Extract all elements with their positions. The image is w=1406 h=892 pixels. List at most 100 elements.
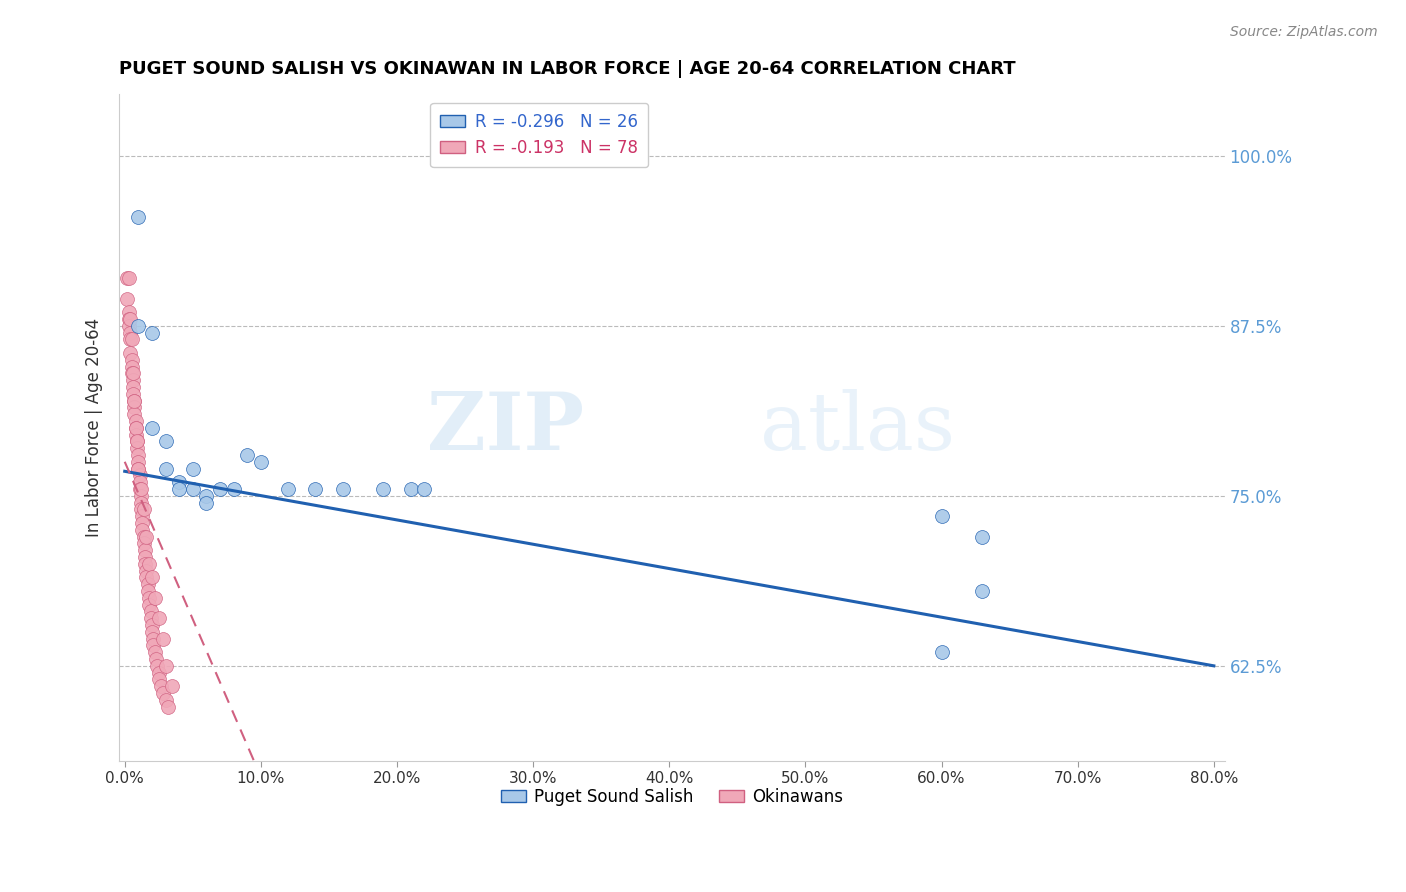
Point xyxy=(413,482,436,496)
Point xyxy=(148,673,170,687)
Point xyxy=(125,434,148,449)
Point xyxy=(195,495,218,509)
Point xyxy=(121,332,143,346)
Point xyxy=(157,699,180,714)
Point xyxy=(150,679,173,693)
Point xyxy=(121,367,143,381)
Point xyxy=(399,482,422,496)
Point xyxy=(135,530,157,544)
Point xyxy=(141,624,163,639)
Point xyxy=(118,318,141,333)
Text: atlas: atlas xyxy=(761,389,956,467)
Point xyxy=(122,393,145,408)
Point xyxy=(134,543,156,558)
Point xyxy=(141,421,163,435)
Point xyxy=(128,482,150,496)
Point xyxy=(972,530,994,544)
Point xyxy=(118,271,141,285)
Point xyxy=(134,549,156,564)
Point xyxy=(132,536,155,550)
Point xyxy=(128,475,150,490)
Point xyxy=(135,564,157,578)
Point xyxy=(124,427,146,442)
Point xyxy=(127,461,149,475)
Point xyxy=(127,448,149,462)
Point xyxy=(128,468,150,483)
Point xyxy=(250,455,273,469)
Point xyxy=(122,367,145,381)
Point xyxy=(236,448,259,462)
Point xyxy=(145,652,167,666)
Point xyxy=(132,530,155,544)
Point xyxy=(127,461,149,475)
Point xyxy=(148,611,170,625)
Point xyxy=(120,332,142,346)
Point xyxy=(122,373,145,387)
Point xyxy=(152,632,174,646)
Point xyxy=(118,312,141,326)
Point xyxy=(141,618,163,632)
Point xyxy=(124,421,146,435)
Legend: Puget Sound Salish, Okinawans: Puget Sound Salish, Okinawans xyxy=(495,781,849,813)
Point xyxy=(131,516,153,530)
Point xyxy=(167,475,190,490)
Point xyxy=(120,346,142,360)
Point xyxy=(118,305,141,319)
Text: ZIP: ZIP xyxy=(426,389,583,467)
Point xyxy=(125,434,148,449)
Point xyxy=(117,271,139,285)
Point xyxy=(127,318,149,333)
Point xyxy=(122,386,145,401)
Point xyxy=(931,509,953,524)
Point xyxy=(155,434,177,449)
Point xyxy=(139,611,162,625)
Point xyxy=(121,359,143,374)
Point xyxy=(152,686,174,700)
Point xyxy=(138,598,160,612)
Point xyxy=(122,407,145,421)
Point xyxy=(141,326,163,340)
Point xyxy=(121,352,143,367)
Point xyxy=(127,210,149,224)
Point xyxy=(131,523,153,537)
Point xyxy=(120,326,142,340)
Point xyxy=(117,292,139,306)
Point xyxy=(129,502,152,516)
Point xyxy=(181,482,204,496)
Point xyxy=(127,455,149,469)
Point xyxy=(124,421,146,435)
Point xyxy=(167,482,190,496)
Point xyxy=(131,509,153,524)
Point xyxy=(122,393,145,408)
Point xyxy=(332,482,354,496)
Point xyxy=(120,312,142,326)
Point xyxy=(142,632,165,646)
Point xyxy=(129,495,152,509)
Text: PUGET SOUND SALISH VS OKINAWAN IN LABOR FORCE | AGE 20-64 CORRELATION CHART: PUGET SOUND SALISH VS OKINAWAN IN LABOR … xyxy=(120,60,1017,78)
Point xyxy=(136,584,159,599)
Point xyxy=(162,679,184,693)
Point xyxy=(208,482,231,496)
Point xyxy=(931,645,953,659)
Point xyxy=(155,461,177,475)
Point xyxy=(135,570,157,584)
Point xyxy=(143,591,166,605)
Point xyxy=(146,658,169,673)
Y-axis label: In Labor Force | Age 20-64: In Labor Force | Age 20-64 xyxy=(86,318,103,537)
Point xyxy=(129,489,152,503)
Point xyxy=(195,489,218,503)
Point xyxy=(373,482,395,496)
Point xyxy=(222,482,245,496)
Point xyxy=(138,591,160,605)
Point xyxy=(122,380,145,394)
Point xyxy=(304,482,326,496)
Point xyxy=(972,584,994,599)
Point xyxy=(124,414,146,428)
Point xyxy=(148,665,170,680)
Point xyxy=(139,604,162,618)
Point xyxy=(134,557,156,571)
Point xyxy=(142,639,165,653)
Point xyxy=(122,401,145,415)
Point xyxy=(155,658,177,673)
Point xyxy=(155,693,177,707)
